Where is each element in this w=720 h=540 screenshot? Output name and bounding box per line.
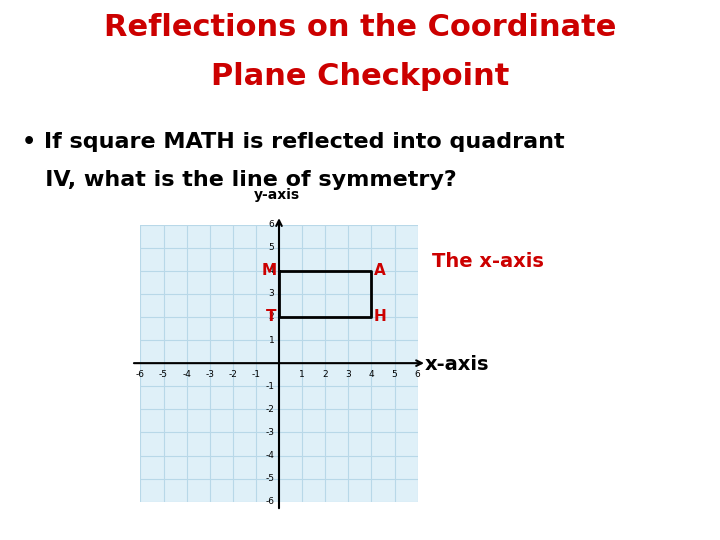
Text: 3: 3 (269, 289, 274, 298)
Text: -5: -5 (266, 474, 274, 483)
Text: H: H (374, 309, 387, 325)
Text: 2: 2 (323, 370, 328, 379)
Text: -3: -3 (266, 428, 274, 437)
Text: T: T (266, 309, 276, 325)
Text: 1: 1 (300, 370, 305, 379)
Text: -1: -1 (266, 382, 274, 391)
Text: 3: 3 (346, 370, 351, 379)
Text: 5: 5 (392, 370, 397, 379)
Text: -4: -4 (266, 451, 274, 460)
Text: Plane Checkpoint: Plane Checkpoint (211, 62, 509, 91)
Text: IV, what is the line of symmetry?: IV, what is the line of symmetry? (22, 170, 456, 190)
Text: A: A (374, 263, 385, 278)
Text: -1: -1 (251, 370, 261, 379)
Text: -6: -6 (136, 370, 145, 379)
Text: -4: -4 (182, 370, 191, 379)
Text: M: M (261, 263, 276, 278)
Text: 5: 5 (269, 243, 274, 252)
Text: 1: 1 (269, 335, 274, 345)
Text: x-axis: x-axis (425, 355, 490, 374)
Text: • If square MATH is reflected into quadrant: • If square MATH is reflected into quadr… (22, 132, 564, 152)
Text: 4: 4 (269, 266, 274, 275)
Text: The x-axis: The x-axis (432, 252, 544, 272)
Text: 4: 4 (369, 370, 374, 379)
Text: 6: 6 (415, 370, 420, 379)
Text: -5: -5 (159, 370, 168, 379)
Text: -2: -2 (266, 405, 274, 414)
Text: -6: -6 (266, 497, 274, 507)
Text: Reflections on the Coordinate: Reflections on the Coordinate (104, 14, 616, 43)
Text: 6: 6 (269, 220, 274, 229)
Text: 2: 2 (269, 313, 274, 321)
Text: -3: -3 (205, 370, 215, 379)
Text: y-axis: y-axis (254, 188, 300, 202)
Text: -2: -2 (228, 370, 237, 379)
